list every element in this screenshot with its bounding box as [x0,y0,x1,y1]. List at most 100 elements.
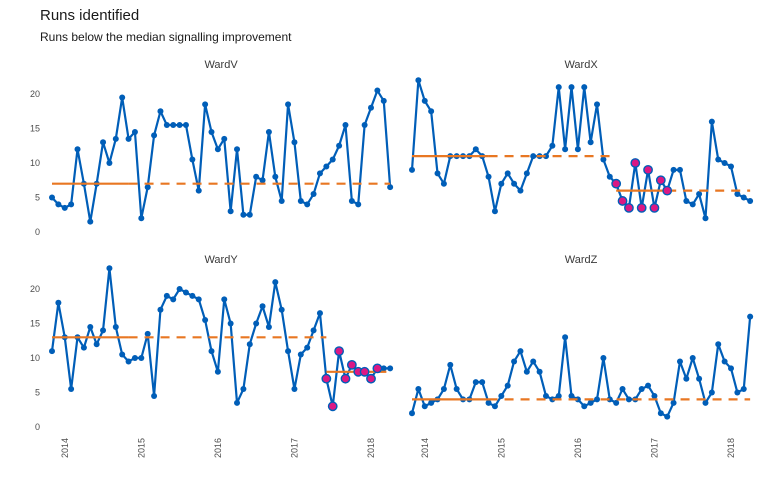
data-point [587,399,594,406]
data-point [297,351,304,358]
data-point [747,197,754,204]
data-point [163,122,170,129]
data-point [440,180,447,187]
data-point [304,201,311,208]
facet-panel-wardv: WardV [49,59,394,225]
data-point [208,128,215,135]
data-point [368,104,374,111]
data-point [106,265,113,272]
y-axis-tick-label: 0 [35,227,40,237]
data-point [176,286,183,292]
x-axis-tick-label: 2017 [649,438,659,458]
data-point [195,296,202,303]
data-point [676,166,683,173]
data-point [581,403,588,410]
trend-line [410,79,752,220]
data-point [195,187,202,194]
x-axis-tick-label: 2015 [136,438,146,458]
data-point [568,392,575,399]
data-point [625,396,632,403]
data-point [409,166,415,173]
data-point [272,279,279,286]
data-point [131,355,138,361]
data-point [440,386,447,393]
data-point [170,296,177,303]
data-point [112,135,119,142]
y-axis-tick-label: 15 [30,319,40,329]
data-point [259,177,266,184]
data-point [657,410,664,417]
y-axis-tick-label: 15 [30,124,40,134]
data-point [80,344,87,351]
data-point [594,101,601,108]
data-point [310,191,317,198]
data-point [530,358,537,365]
data-point [100,139,107,146]
data-point [581,84,588,91]
data-point [587,139,594,146]
data-point [600,156,607,163]
data-point [387,365,394,372]
facet-panel-wardx: WardX [409,59,754,222]
data-point [676,358,683,365]
data-point [600,355,607,361]
facet-panel-wardy: WardY [49,254,394,412]
data-point [87,323,94,330]
data-point [670,399,677,406]
data-point [246,341,253,348]
data-point [100,327,107,334]
run-highlight-point [649,202,660,213]
data-point [670,166,677,173]
data-point [348,197,355,204]
run-highlight-point [327,401,338,412]
data-point [562,146,569,153]
data-point [447,361,454,368]
data-point [651,392,658,399]
data-point [170,122,177,129]
data-point [708,118,715,125]
run-highlight-point [617,196,628,206]
y-axis-tick-label: 10 [30,158,40,168]
data-point [453,386,460,393]
data-point [549,142,556,149]
data-point [202,101,209,108]
data-point [387,184,394,191]
x-axis-tick-label: 2017 [289,438,299,458]
data-point [259,303,266,310]
data-point [702,399,709,406]
data-point [278,197,285,204]
data-point [734,191,741,198]
data-point [221,135,228,142]
data-point [619,386,626,393]
x-axis-tick-label: 2018 [366,438,376,458]
y-axis-tick-label: 5 [35,193,40,203]
data-point [361,122,368,129]
data-point [234,146,241,153]
data-point [479,379,486,386]
x-axis-tick-label: 2014 [60,438,70,458]
data-point [380,365,387,372]
trend-line [50,267,392,408]
data-point [747,313,754,320]
data-point [227,208,234,215]
y-axis-tick-label: 10 [30,353,40,363]
data-point [246,211,253,218]
data-point [151,392,158,399]
data-point [409,410,415,417]
data-point [689,201,696,208]
data-point [227,320,234,327]
data-point [265,128,272,135]
data-point [310,327,317,334]
data-point [415,386,422,393]
run-highlight-point [334,346,344,356]
data-point [316,310,323,317]
data-point [144,330,151,337]
data-point [355,201,362,208]
data-point [272,173,279,180]
data-point [182,122,189,129]
data-point [428,399,435,406]
data-point [606,396,613,403]
x-axis-tick-label: 2015 [496,438,506,458]
run-highlight-point [655,175,666,186]
data-point [530,153,537,160]
